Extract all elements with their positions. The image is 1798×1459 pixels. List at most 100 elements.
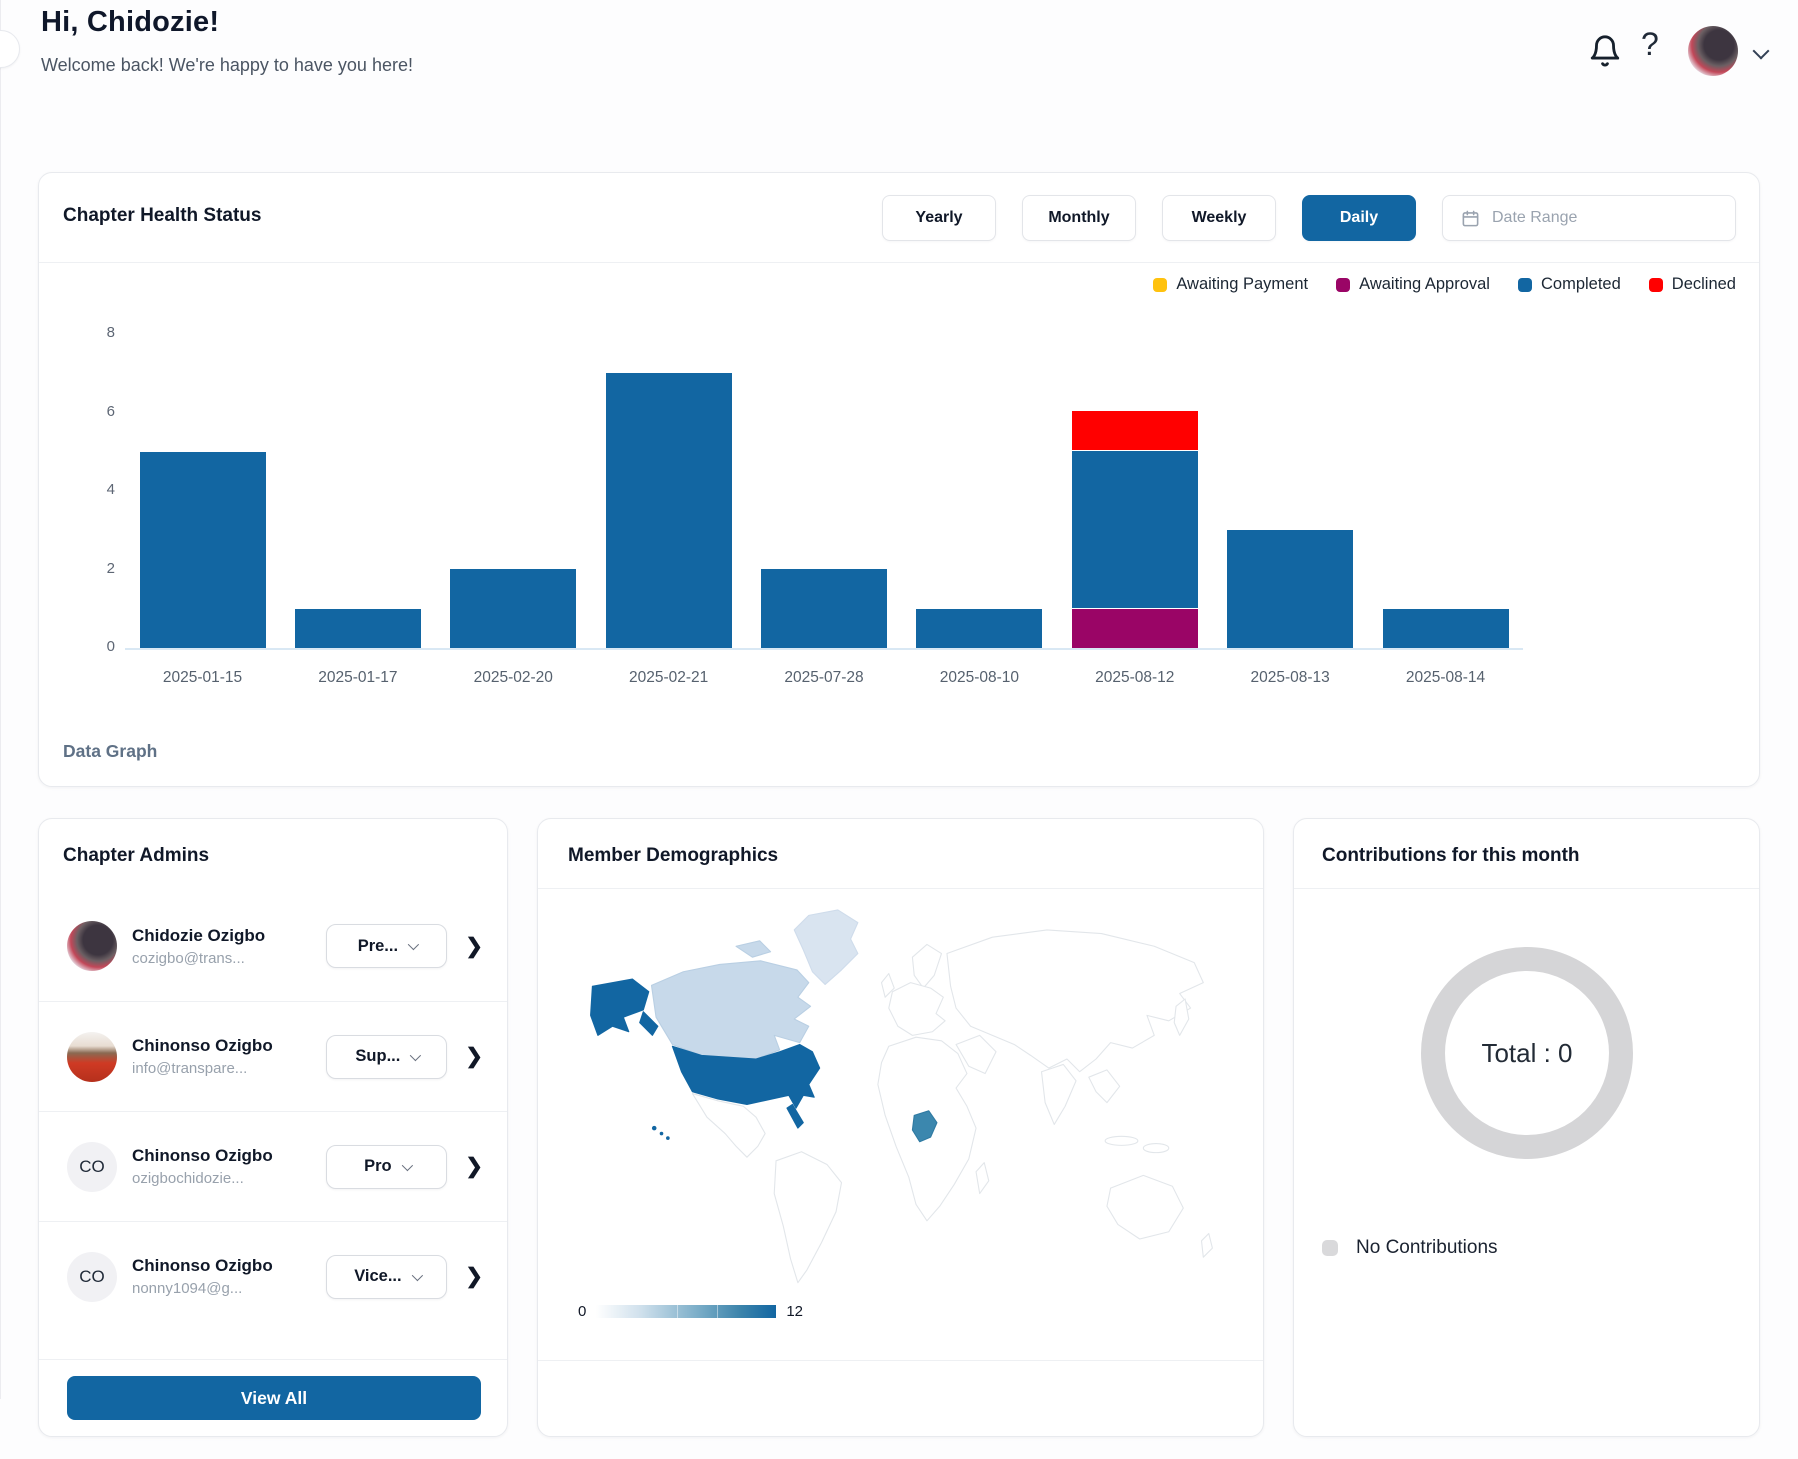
admin-row: CO Chinonso Ozigbo nonny1094@g... Vice..… xyxy=(39,1221,507,1331)
scale-min-label: 0 xyxy=(578,1303,587,1320)
bar-2025-08-10 xyxy=(902,609,1057,648)
legend-color-dot xyxy=(1648,277,1663,292)
legend-label: Declined xyxy=(1671,275,1736,293)
member-demographics-card: Member Demographics xyxy=(537,818,1264,1437)
admin-email: nonny1094@g... xyxy=(132,1280,243,1297)
bar-2025-02-21 xyxy=(591,373,746,648)
legend-item-awaiting-approval[interactable]: Awaiting Approval xyxy=(1336,275,1490,294)
admin-name: Chidozie Ozigbo xyxy=(132,925,266,945)
map-japan xyxy=(1173,998,1190,1036)
map-alaska-panhandle xyxy=(639,1011,659,1036)
legend-item-completed[interactable]: Completed xyxy=(1517,275,1621,294)
bar-segment-completed xyxy=(450,569,577,648)
admin-list: Chidozie Ozigbo cozigbo@trans... Pre... … xyxy=(39,891,507,1331)
bar-segment-completed xyxy=(1071,451,1198,608)
filter-monthly-button[interactable]: Monthly xyxy=(1022,195,1136,241)
map-australia xyxy=(1106,1174,1184,1240)
bar-2025-08-12 xyxy=(1057,411,1212,648)
member-demographics-title: Member Demographics xyxy=(568,845,779,866)
map-canada xyxy=(650,960,812,1060)
y-tick-label: 2 xyxy=(106,559,115,577)
notifications-bell-icon[interactable] xyxy=(1588,34,1622,68)
profile-chevron-down-icon[interactable] xyxy=(1752,42,1770,60)
legend-color-dot xyxy=(1336,277,1351,292)
scale-gradient-bar xyxy=(596,1305,777,1318)
legend-item-awaiting-payment[interactable]: Awaiting Payment xyxy=(1153,275,1308,294)
chapter-admins-title: Chapter Admins xyxy=(63,845,210,866)
bar-segment-completed xyxy=(605,373,732,648)
filter-weekly-button[interactable]: Weekly xyxy=(1162,195,1276,241)
bar-segment-awaiting-approval xyxy=(1071,609,1198,648)
admin-email: cozigbo@trans... xyxy=(132,949,245,967)
card-header-divider xyxy=(39,262,1759,263)
x-tick-label: 2025-01-17 xyxy=(318,669,398,686)
admin-name: Chinonso Ozigbo xyxy=(132,1146,273,1165)
bar-2025-08-14 xyxy=(1368,609,1523,648)
admin-detail-chevron-right-icon[interactable]: ❯ xyxy=(465,934,483,958)
map-hawaii xyxy=(666,1136,670,1140)
y-tick-label: 0 xyxy=(106,638,115,655)
y-tick-label: 8 xyxy=(106,324,115,341)
x-tick-label: 2025-02-20 xyxy=(473,669,553,686)
map-new-zealand xyxy=(1200,1233,1213,1258)
map-europe xyxy=(888,982,946,1036)
chapter-health-card: Chapter Health Status Yearly Monthly Wee… xyxy=(38,172,1760,787)
help-icon[interactable]: ? xyxy=(1641,26,1659,62)
no-contributions-dot xyxy=(1322,1240,1338,1256)
contributions-donut-chart: Total : 0 xyxy=(1421,947,1633,1159)
admins-footer-divider xyxy=(39,1359,507,1360)
bar-2025-08-13 xyxy=(1213,530,1368,648)
admin-role-dropdown[interactable]: Vice... xyxy=(326,1254,448,1299)
x-axis-line xyxy=(125,648,1523,650)
map-uk xyxy=(880,973,895,998)
map-alaska xyxy=(590,978,650,1036)
calendar-icon xyxy=(1462,210,1479,226)
contributions-header-divider xyxy=(1294,888,1759,889)
bar-segment-completed xyxy=(761,569,887,648)
date-range-picker[interactable]: Date Range xyxy=(1442,195,1736,241)
x-tick-label: 2025-02-21 xyxy=(628,669,709,686)
admin-name: Chinonso Ozigbo xyxy=(132,1036,273,1055)
map-usa xyxy=(671,1043,821,1109)
map-asia xyxy=(946,929,1204,1073)
admin-row: Chidozie Ozigbo cozigbo@trans... Pre... … xyxy=(39,891,507,1001)
avatar: CO xyxy=(67,1251,117,1302)
legend-label: Awaiting Approval xyxy=(1359,275,1490,293)
admin-detail-chevron-right-icon[interactable]: ❯ xyxy=(465,1265,483,1288)
chart-legend: Awaiting Payment Awaiting Approval Complet… xyxy=(1153,275,1736,294)
bar-segment-completed xyxy=(916,609,1043,648)
map-color-scale: 0 12 xyxy=(578,1303,803,1320)
map-greenland xyxy=(793,909,859,985)
bar-segment-completed xyxy=(139,452,266,648)
y-tick-label: 4 xyxy=(106,481,115,498)
admin-role-label: Pro xyxy=(364,1157,392,1175)
sidebar-toggle-button[interactable] xyxy=(0,30,20,68)
bar-segment-completed xyxy=(294,609,421,648)
bar-2025-02-20 xyxy=(436,569,591,648)
admin-role-dropdown[interactable]: Pre... xyxy=(326,924,448,968)
legend-item-declined[interactable]: Declined xyxy=(1648,275,1736,294)
no-contributions-label: No Contributions xyxy=(1356,1237,1498,1258)
time-filter-group: Yearly Monthly Weekly Daily Date Range xyxy=(882,195,1736,241)
admin-role-dropdown[interactable]: Sup... xyxy=(326,1034,448,1079)
bar-segment-completed xyxy=(1227,530,1354,648)
view-all-button[interactable]: View All xyxy=(67,1376,481,1420)
admin-role-dropdown[interactable]: Pro xyxy=(326,1144,448,1189)
map-nigeria xyxy=(911,1110,938,1143)
map-india xyxy=(1040,1063,1077,1125)
bar-2025-01-17 xyxy=(280,609,435,648)
user-avatar[interactable] xyxy=(1688,26,1738,76)
map-scandinavia xyxy=(911,943,943,989)
x-tick-label: 2025-08-13 xyxy=(1250,669,1330,686)
page-title: Hi, Chidozie! xyxy=(41,6,220,38)
chapter-admins-card: Chapter Admins Chidozie Ozigbo cozigbo@t… xyxy=(38,818,508,1437)
admin-detail-chevron-right-icon[interactable]: ❯ xyxy=(465,1045,483,1068)
x-tick-label: 2025-08-12 xyxy=(1095,669,1175,686)
x-tick-label: 2025-08-14 xyxy=(1405,669,1486,686)
filter-daily-button[interactable]: Daily xyxy=(1302,195,1416,241)
map-hawaii xyxy=(659,1131,664,1136)
bar-2025-01-15 xyxy=(125,452,280,648)
admin-detail-chevron-right-icon[interactable]: ❯ xyxy=(465,1155,483,1178)
filter-yearly-button[interactable]: Yearly xyxy=(882,195,996,241)
